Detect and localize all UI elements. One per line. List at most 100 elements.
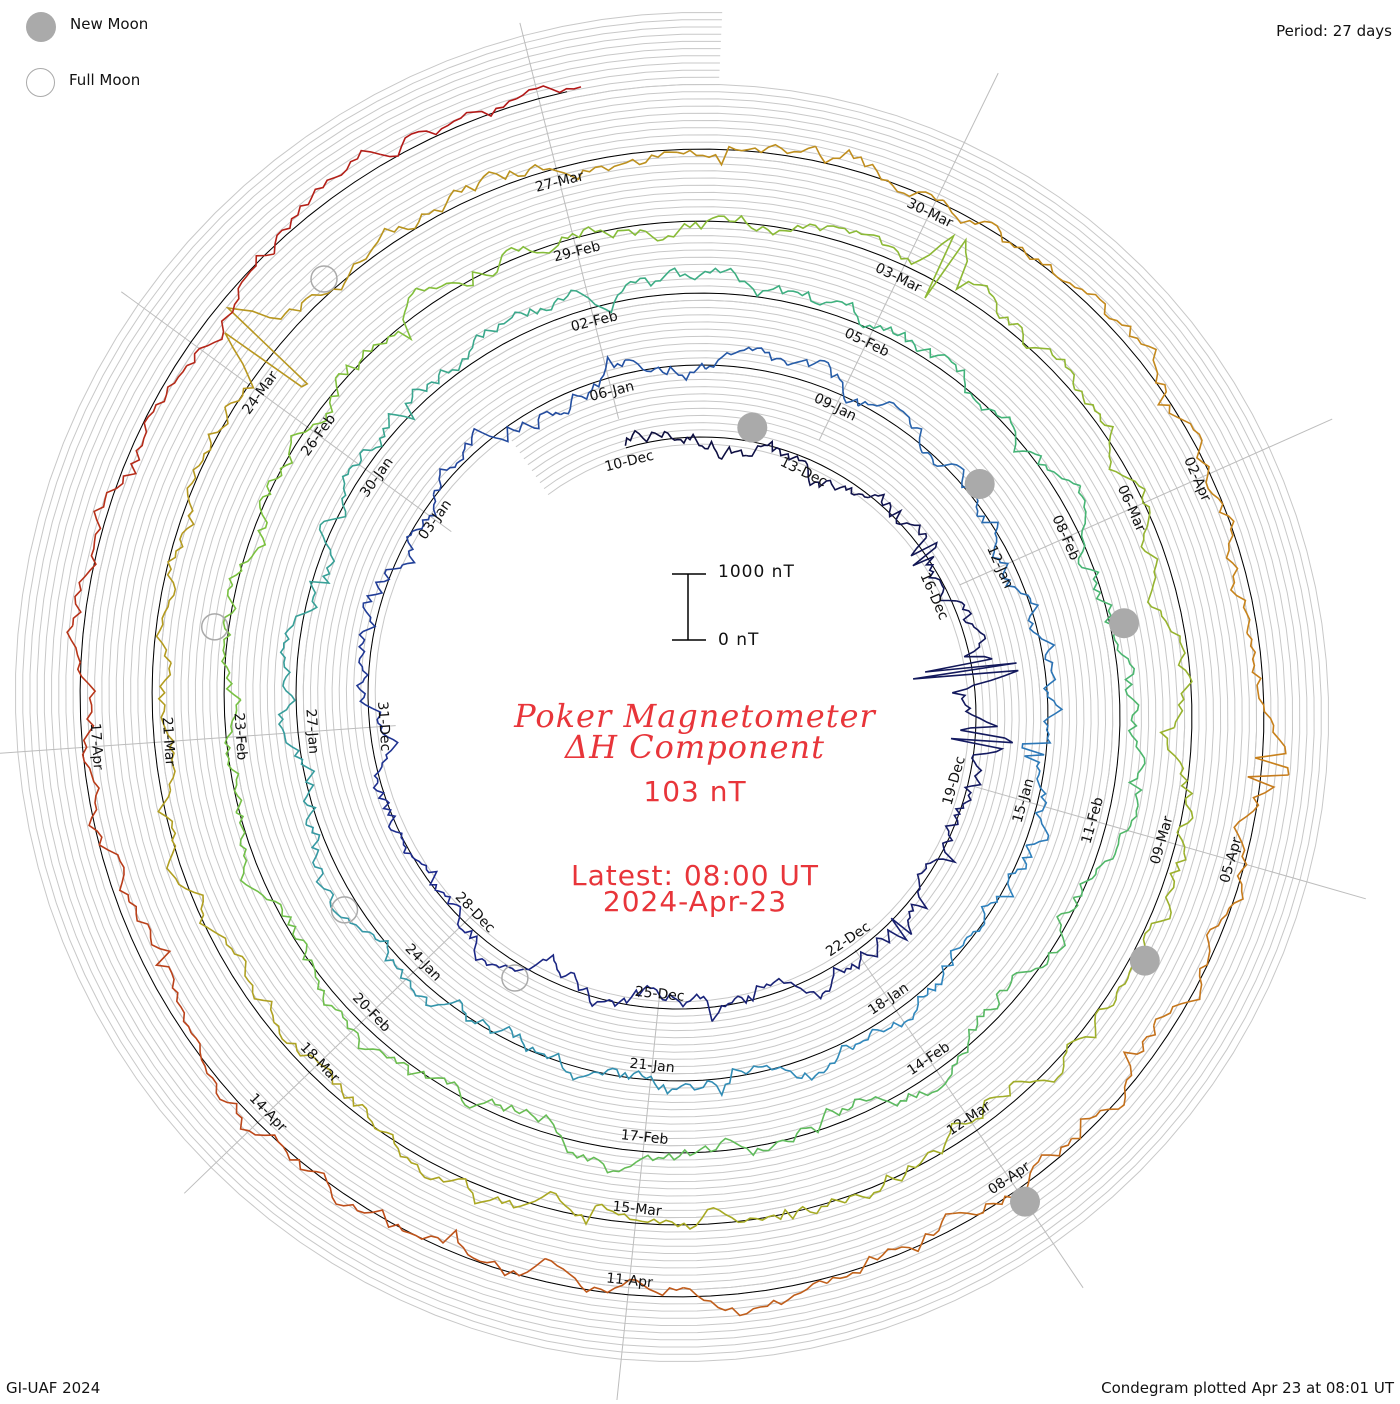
- trace-segment: [417, 163, 544, 223]
- trace-segment: [190, 1032, 284, 1148]
- grid-spoke: [854, 949, 1084, 1289]
- trace-segment: [826, 1212, 953, 1284]
- date-tick-label: 09-Jan: [811, 390, 859, 424]
- date-tick-label: 19-Dec: [940, 755, 969, 807]
- trace-segment: [980, 844, 1033, 925]
- date-tick-label: 08-Feb: [1048, 513, 1082, 563]
- baseline-spiral: [79, 91, 1265, 1298]
- grid-spoke: [121, 291, 452, 533]
- trace-segment: [846, 917, 913, 970]
- trace-segment: [235, 811, 284, 916]
- trace-segment: [520, 289, 623, 317]
- full-moon-label: Full Moon: [69, 70, 141, 89]
- trace-segment: [224, 699, 243, 813]
- trace-segment: [340, 916, 412, 988]
- date-tick-label: 31-Dec: [374, 701, 393, 752]
- trace-segment: [282, 1146, 404, 1232]
- date-tick-label: 27-Jan: [302, 708, 321, 754]
- trace-segment: [882, 233, 995, 299]
- trace-segment: [844, 1132, 952, 1204]
- trace-segment: [157, 662, 176, 791]
- trace-segment: [530, 226, 646, 254]
- trace-segment: [595, 1203, 720, 1230]
- trace-segment: [88, 767, 130, 902]
- grid-spoke: [0, 725, 396, 754]
- date-tick-label: 03-Mar: [873, 260, 925, 296]
- trace-segment: [155, 533, 184, 664]
- trace-segment: [1159, 726, 1194, 853]
- trace-segment: [402, 1228, 546, 1277]
- trace-segment: [362, 564, 404, 633]
- trace-segment: [543, 151, 678, 181]
- grid-spiral: [29, 26, 1315, 1348]
- trace-segment: [1073, 805, 1139, 899]
- legend-full-moon: Full Moon: [26, 68, 140, 97]
- trace-segment: [787, 358, 859, 407]
- grid-spiral: [65, 62, 1279, 1312]
- trace-segment: [498, 953, 577, 979]
- grid-spoke: [959, 418, 1333, 586]
- trace-segment: [857, 400, 924, 454]
- date-tick-label: 15-Mar: [612, 1199, 663, 1220]
- trace-segment: [1160, 610, 1193, 728]
- date-tick-label: 10-Dec: [603, 448, 655, 476]
- trace-segment: [1021, 670, 1064, 757]
- trace-segment: [912, 662, 1019, 739]
- trace-segment: [415, 245, 532, 292]
- full-moon-marker: [310, 265, 338, 293]
- trace-segment: [273, 149, 381, 255]
- trace-segment: [340, 1011, 432, 1080]
- trace-segment: [372, 782, 407, 854]
- trace-segment: [281, 728, 317, 826]
- trace-segment: [276, 378, 340, 480]
- trace-segment: [186, 253, 275, 367]
- current-value: 103 nT: [643, 775, 747, 808]
- trace-segment: [72, 487, 117, 626]
- trace-segment: [1154, 373, 1220, 500]
- trace-segment: [306, 221, 420, 300]
- trace-segment: [705, 346, 789, 370]
- trace-segment: [334, 287, 417, 379]
- date-tick-label: 25-Dec: [634, 984, 685, 1005]
- trace-segment: [1217, 498, 1251, 634]
- trace-segment: [951, 980, 1013, 1075]
- trace-segment: [355, 630, 374, 710]
- trace-segment: [1071, 1025, 1157, 1140]
- grid-spoke: [183, 909, 479, 1194]
- trace-segment: [1010, 897, 1079, 982]
- trace-segment: [906, 860, 935, 935]
- trace-segment: [533, 1113, 638, 1174]
- grid-spoke: [818, 72, 999, 441]
- date-tick-label: 11-Apr: [605, 1270, 653, 1291]
- trace-segment: [575, 978, 644, 1008]
- new-moon-marker: [1129, 945, 1160, 976]
- trace-segment: [380, 98, 517, 158]
- trace-segment: [1095, 592, 1136, 696]
- date-tick-label: 23-Feb: [230, 712, 249, 761]
- trace-segment: [949, 1072, 1064, 1133]
- trace-segment: [66, 625, 97, 769]
- grid-spoke: [616, 998, 660, 1404]
- date-tick-label: 13-Dec: [778, 454, 830, 490]
- trace-segment: [437, 311, 521, 376]
- trace-segment: [181, 406, 229, 534]
- new-moon-icon: [26, 12, 56, 42]
- trace-segment: [1140, 489, 1162, 612]
- trace-segment: [157, 790, 205, 916]
- trace-segment: [288, 536, 336, 630]
- trace-segment: [676, 143, 816, 167]
- trace-segment: [924, 600, 1017, 673]
- trace-segment: [228, 478, 277, 586]
- trace-segment: [482, 410, 561, 443]
- trace-segment: [852, 994, 928, 1050]
- scale-bottom-label: 0 nT: [718, 630, 760, 650]
- trace-segment: [544, 1257, 684, 1297]
- trace-segment: [305, 824, 342, 919]
- trace-segment: [1246, 632, 1290, 776]
- trace-segment: [807, 469, 869, 499]
- trace-segment: [1126, 694, 1146, 806]
- trace-segment: [128, 901, 192, 1034]
- grid-spiral: [22, 19, 1322, 1355]
